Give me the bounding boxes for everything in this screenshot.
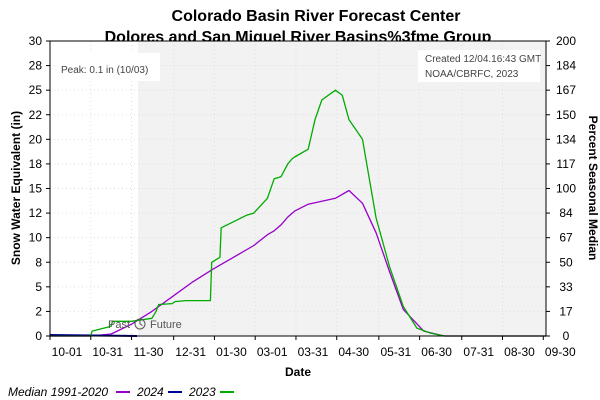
y-tick-label: 0 bbox=[35, 329, 42, 343]
x-tick-label: 06-30 bbox=[421, 345, 452, 359]
y-right-tick-label: 167 bbox=[556, 83, 576, 97]
series-line-median-1991-2020 bbox=[50, 189, 546, 337]
y-right-tick-label: 17 bbox=[559, 304, 573, 318]
credit-note: NOAA/CBRFC, 2023 bbox=[425, 69, 519, 80]
created-note: Created 12/04.16:43 GMT bbox=[425, 54, 541, 65]
y-tick-label: 22 bbox=[29, 108, 43, 122]
legend: Median 1991-2020 2024 2023 bbox=[8, 385, 234, 399]
x-tick-label: 10-01 bbox=[52, 345, 83, 359]
x-tick-label: 03-01 bbox=[257, 345, 288, 359]
x-tick-label: 07-31 bbox=[463, 345, 494, 359]
y-tick-label: 5 bbox=[35, 280, 42, 294]
y-right-tick-label: 117 bbox=[556, 157, 575, 171]
legend-label-2024: 2024 bbox=[136, 385, 164, 399]
x-tick-label: 12-31 bbox=[175, 345, 206, 359]
y-right-tick-label: 0 bbox=[563, 329, 570, 343]
y-axis-right: 0 17 33 50 67 84 100 117 134 150 167 184 200 bbox=[546, 34, 576, 343]
y-tick-label: 15 bbox=[29, 182, 43, 196]
y-tick-label: 20 bbox=[29, 132, 43, 146]
peak-note-box bbox=[56, 53, 160, 81]
x-axis-label: Date bbox=[285, 365, 311, 379]
credit-box bbox=[418, 50, 540, 82]
y-right-tick-label: 100 bbox=[556, 182, 576, 196]
y-tick-label: 2 bbox=[35, 304, 42, 318]
y-tick-label: 12 bbox=[29, 206, 43, 220]
y-tick-label: 25 bbox=[29, 83, 43, 97]
y-right-tick-label: 33 bbox=[559, 280, 573, 294]
y-tick-label: 30 bbox=[29, 34, 43, 48]
peak-note: Peak: 0.1 in (10/03) bbox=[61, 65, 148, 76]
future-label: Future bbox=[150, 319, 182, 331]
y-right-tick-label: 150 bbox=[556, 108, 576, 122]
x-tick-label: 05-31 bbox=[381, 345, 412, 359]
y-right-tick-label: 67 bbox=[559, 231, 573, 245]
y-right-tick-label: 184 bbox=[556, 59, 576, 73]
chart-title: Colorado Basin River Forecast Center bbox=[172, 8, 461, 25]
x-tick-label: 11-30 bbox=[134, 345, 164, 359]
y-tick-label: 10 bbox=[29, 231, 43, 245]
grid-lines bbox=[50, 41, 546, 336]
x-tick-label: 10-31 bbox=[92, 345, 123, 359]
y-tick-label: 28 bbox=[29, 59, 43, 73]
y-axis-label: Snow Water Equivalent (in) bbox=[9, 111, 23, 265]
y-right-tick-label: 84 bbox=[559, 206, 573, 220]
x-tick-label: 01-30 bbox=[216, 345, 247, 359]
series-line-2023 bbox=[50, 89, 546, 337]
x-tick-label: 08-30 bbox=[504, 345, 535, 359]
legend-label-2023: 2023 bbox=[188, 385, 216, 399]
x-tick-label: 04-30 bbox=[338, 345, 369, 359]
y-right-tick-label: 50 bbox=[559, 255, 573, 269]
x-tick-label: 09-30 bbox=[545, 345, 576, 359]
y-axis-right-label: Percent Seasonal Median bbox=[586, 116, 600, 261]
y-right-tick-label: 134 bbox=[556, 132, 576, 146]
past-label: Past bbox=[108, 319, 130, 331]
x-axis: 10-01 10-31 11-30 12-31 01-30 03-01 03-31 04-30… bbox=[49, 336, 576, 359]
legend-label-median: Median 1991-2020 bbox=[8, 385, 108, 399]
x-tick-label: 03-31 bbox=[298, 345, 329, 359]
y-right-tick-label: 200 bbox=[556, 34, 576, 48]
y-tick-label: 8 bbox=[35, 255, 42, 269]
clock-icon bbox=[134, 318, 146, 330]
y-tick-label: 18 bbox=[29, 157, 43, 171]
